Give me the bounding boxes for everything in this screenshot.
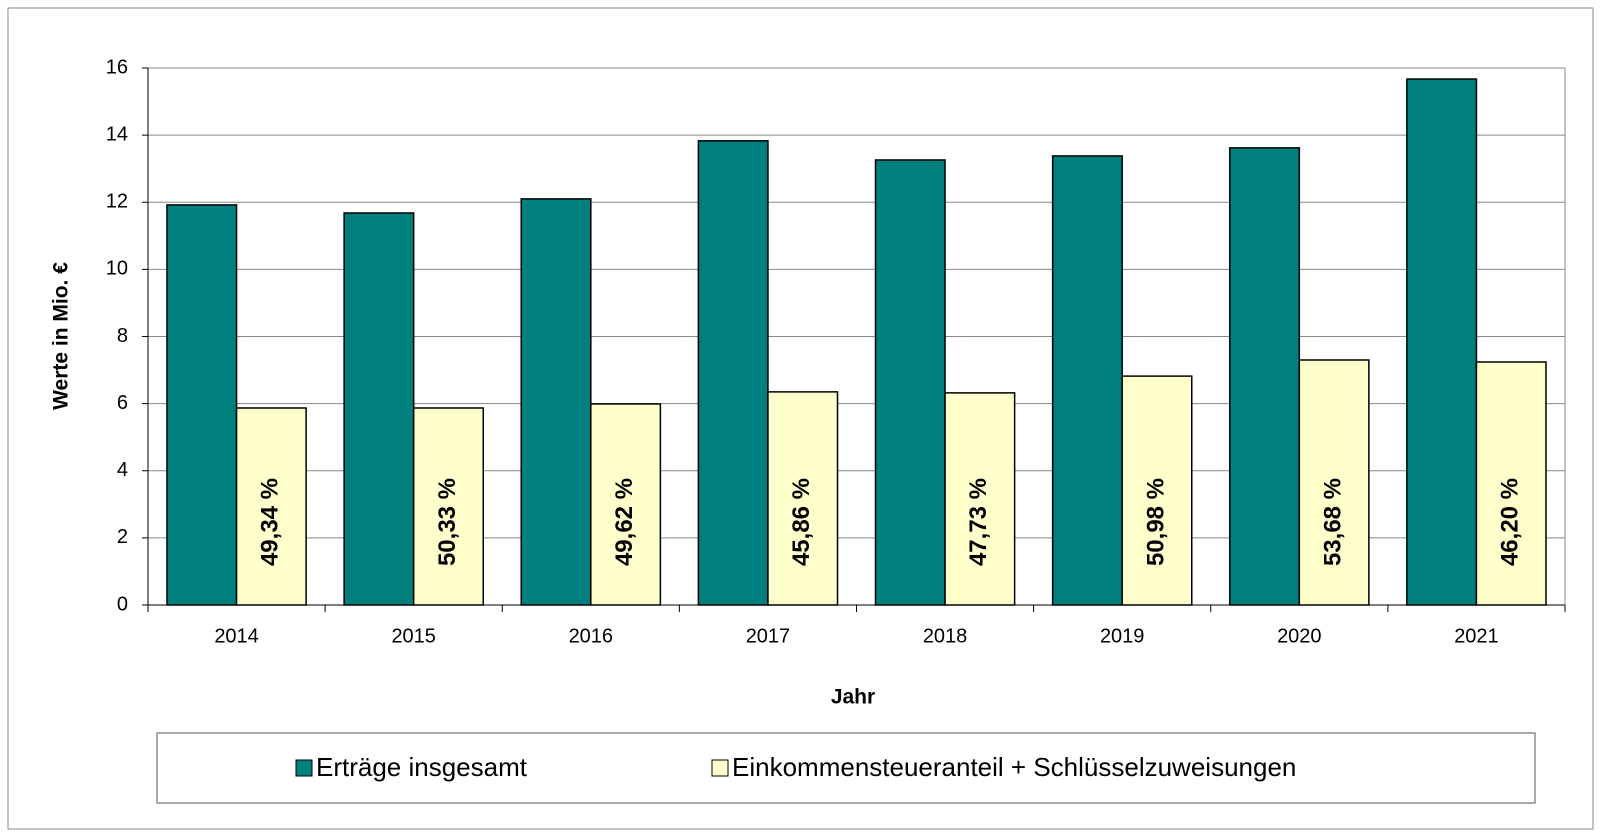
x-axis-title: Jahr — [831, 686, 875, 709]
bar — [235, 407, 307, 606]
bar — [1406, 78, 1478, 606]
y-tick-label: 0 — [117, 593, 128, 615]
bar — [767, 391, 839, 606]
bar — [1121, 375, 1193, 606]
bar — [1229, 147, 1301, 606]
bar — [944, 392, 1016, 606]
x-tick-label: 2019 — [1100, 625, 1145, 647]
y-tick-label: 8 — [117, 325, 128, 347]
legend-label: Einkommensteueranteil + Schlüsselzuweisu… — [732, 752, 1296, 782]
legend-swatch — [711, 759, 729, 777]
bar — [1475, 361, 1547, 606]
bar-annotation: 45,86 % — [788, 478, 815, 566]
bar — [1051, 155, 1123, 606]
bar — [697, 140, 769, 606]
bar — [166, 204, 238, 606]
legend — [156, 732, 1536, 804]
legend-swatch — [295, 759, 313, 777]
y-tick-label: 14 — [106, 123, 128, 145]
bar — [412, 407, 484, 606]
y-tick-label: 4 — [117, 459, 128, 481]
bar — [520, 198, 592, 606]
y-tick-label: 2 — [117, 526, 128, 548]
bar-annotation: 53,68 % — [1319, 478, 1346, 566]
bar — [874, 159, 946, 606]
bar — [590, 403, 662, 606]
x-tick-label: 2017 — [746, 625, 791, 647]
x-tick-label: 2016 — [569, 625, 614, 647]
x-tick-label: 2018 — [923, 625, 968, 647]
bar — [1298, 359, 1370, 606]
legend-label: Erträge insgesamt — [316, 752, 528, 782]
bar-annotation: 46,20 % — [1497, 478, 1524, 566]
x-tick-label: 2014 — [214, 625, 259, 647]
y-tick-label: 16 — [106, 56, 128, 78]
y-tick-label: 10 — [106, 258, 128, 280]
bar-annotation: 50,33 % — [434, 478, 461, 566]
bar-annotation: 50,98 % — [1142, 478, 1169, 566]
bar — [343, 212, 415, 606]
x-tick-label: 2020 — [1277, 625, 1322, 647]
x-tick-label: 2015 — [391, 625, 436, 647]
bar-annotation: 49,62 % — [611, 478, 638, 566]
bar-annotation: 49,34 % — [257, 478, 284, 566]
y-tick-label: 12 — [106, 191, 128, 213]
bar-annotation: 47,73 % — [965, 478, 992, 566]
x-tick-label: 2021 — [1454, 625, 1499, 647]
y-tick-label: 6 — [117, 392, 128, 414]
y-axis-title: Werte in Mio. € — [50, 262, 73, 410]
